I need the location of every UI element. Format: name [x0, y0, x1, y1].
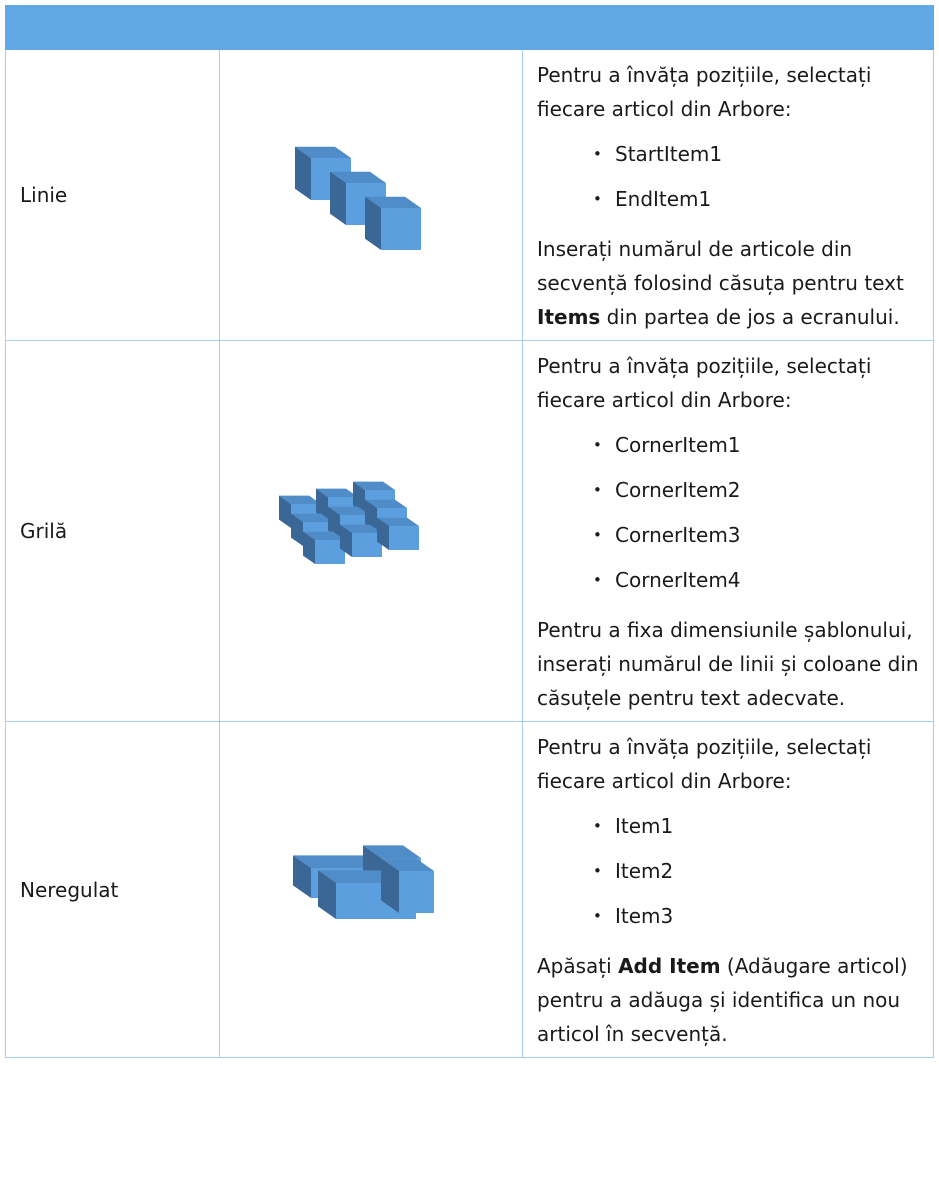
description: Pentru a învăța pozițiile, selectați fie…	[522, 50, 934, 341]
list-item: CornerItem3	[593, 513, 921, 558]
table: Linie Pentru a învăța pozițiile, selectaț…	[5, 50, 934, 1058]
description: Pentru a învăța pozițiile, selectați fie…	[522, 721, 934, 1058]
list-item: CornerItem4	[593, 558, 921, 603]
list-item: EndItem1	[593, 177, 921, 222]
item-list: StartItem1EndItem1	[537, 132, 921, 222]
list-item: StartItem1	[593, 132, 921, 177]
text-run: Apăsați	[537, 954, 619, 978]
list-item: Item2	[593, 849, 921, 894]
row-name: Neregulat	[5, 721, 220, 1058]
note-text: Pentru a fixa dimensiunile șablonului, i…	[537, 613, 921, 715]
icon-cell	[219, 50, 523, 341]
note-text: Inserați numărul de articole din secvenț…	[537, 232, 921, 334]
row: Neregulat Pentru a învăța pozițiile, sele…	[5, 721, 934, 1058]
text-run: Inserați numărul de articole din secvenț…	[537, 237, 904, 295]
item-list: CornerItem1CornerItem2CornerItem3CornerI…	[537, 423, 921, 603]
intro-text: Pentru a învăța pozițiile, selectați fie…	[537, 735, 872, 793]
row-name: Linie	[5, 50, 220, 341]
row-name: Grilă	[5, 340, 220, 722]
list-item: CornerItem2	[593, 468, 921, 513]
icon-cell	[219, 340, 523, 722]
row: Grilă Pentru a învăța pozițiile, selectaț…	[5, 340, 934, 722]
list-item: Item3	[593, 894, 921, 939]
intro-text: Pentru a învăța pozițiile, selectați fie…	[537, 63, 872, 121]
pattern-icon	[295, 146, 421, 250]
pattern-icon	[293, 844, 434, 919]
text-run: Pentru a fixa dimensiunile șablonului, i…	[537, 618, 919, 710]
note-text: Apăsați Add Item (Adăugare articol) pent…	[537, 949, 921, 1051]
row: Linie Pentru a învăța pozițiile, selectaț…	[5, 50, 934, 341]
list-item: CornerItem1	[593, 423, 921, 468]
page: Linie Pentru a învăța pozițiile, selectaț…	[5, 5, 934, 1182]
description: Pentru a învăța pozițiile, selectați fie…	[522, 340, 934, 722]
icon-cell	[219, 721, 523, 1058]
text-run: (Adăugare articol) pentru a adăuga și id…	[537, 954, 908, 1046]
pattern-icon	[279, 481, 419, 564]
bold-term: Add Item	[618, 954, 721, 978]
list-item: Item1	[593, 804, 921, 849]
bold-term: Items	[537, 305, 601, 329]
text-run: din partea de jos a ecranului.	[600, 305, 900, 329]
item-list: Item1Item2Item3	[537, 804, 921, 939]
intro-text: Pentru a învăța pozițiile, selectați fie…	[537, 354, 872, 412]
header-bar	[5, 5, 934, 50]
